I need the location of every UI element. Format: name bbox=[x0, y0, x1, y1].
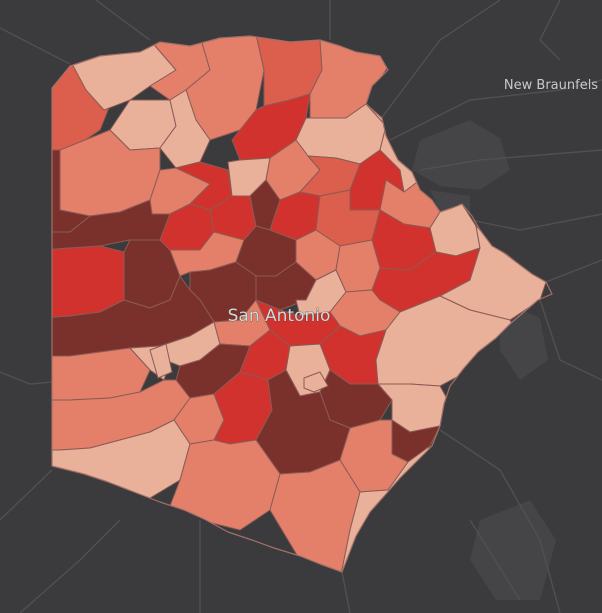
city-label-san-antonio: San Antonio bbox=[228, 306, 331, 326]
zone[interactable] bbox=[149, 343, 173, 379]
basemap-urban-areas bbox=[412, 120, 556, 600]
zone[interactable] bbox=[303, 371, 329, 393]
county-outline bbox=[51, 35, 553, 573]
city-label-new-braunfels: New Braunfels bbox=[504, 78, 598, 93]
zone[interactable] bbox=[40, 347, 151, 401]
